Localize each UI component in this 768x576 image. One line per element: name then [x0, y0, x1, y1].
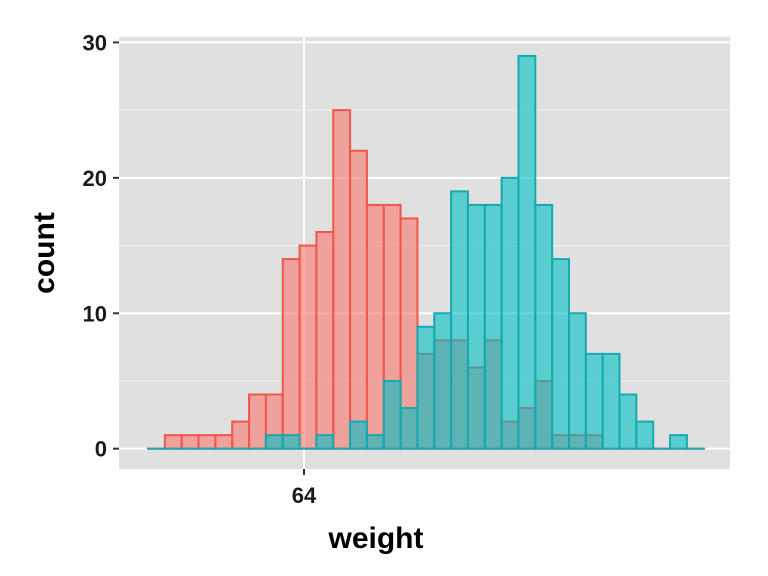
- histogram-bar: [365, 203, 385, 450]
- histogram-bar: [466, 203, 486, 450]
- histogram-bar: [214, 434, 234, 450]
- histogram-bar: [399, 407, 419, 450]
- histogram-bar: [264, 434, 284, 450]
- histogram-bar: [618, 393, 638, 450]
- y-tick-label: 10: [83, 301, 107, 326]
- histogram-bar: [231, 420, 251, 450]
- histogram-bar: [281, 258, 301, 450]
- y-tick-label: 20: [83, 166, 107, 191]
- x-tick-label: 64: [292, 483, 317, 508]
- histogram-bar: [416, 325, 436, 450]
- histogram-bar: [332, 109, 352, 450]
- histogram-bar: [180, 434, 200, 450]
- histogram-bar: [248, 393, 267, 450]
- histogram-bar: [365, 434, 385, 450]
- histogram-bar: [197, 434, 217, 450]
- histogram-bar: [551, 258, 570, 450]
- histogram-bar: [584, 352, 604, 450]
- axis-ticks: [113, 41, 305, 475]
- histogram-bar: [349, 149, 368, 450]
- histogram-bar: [601, 352, 621, 450]
- x-axis-title: weight: [328, 522, 424, 555]
- y-tick-labels: 0 10 20 30: [83, 30, 107, 461]
- histogram-bar: [517, 54, 537, 450]
- histogram-bar: [298, 244, 318, 450]
- histogram-bar: [534, 203, 554, 450]
- y-tick-label: 0: [95, 437, 107, 462]
- x-tick-labels: 64: [292, 483, 317, 508]
- histogram-bar: [315, 231, 335, 450]
- y-axis-title: count: [28, 212, 61, 294]
- histogram-bar: [382, 379, 402, 450]
- histogram-bar: [315, 434, 335, 450]
- histogram-bar: [433, 312, 453, 450]
- histogram-bar: [483, 203, 503, 450]
- histogram-bar: [450, 190, 469, 450]
- series-2-bars: [147, 54, 705, 450]
- histogram-bar: [281, 434, 301, 450]
- histogram-bar: [568, 312, 587, 450]
- histogram-bar: [500, 176, 520, 450]
- histogram-bar: [349, 420, 368, 450]
- histogram-bar: [669, 434, 688, 450]
- histogram-bar: [163, 434, 183, 450]
- y-tick-label: 30: [83, 30, 107, 55]
- histogram-bar: [635, 420, 655, 450]
